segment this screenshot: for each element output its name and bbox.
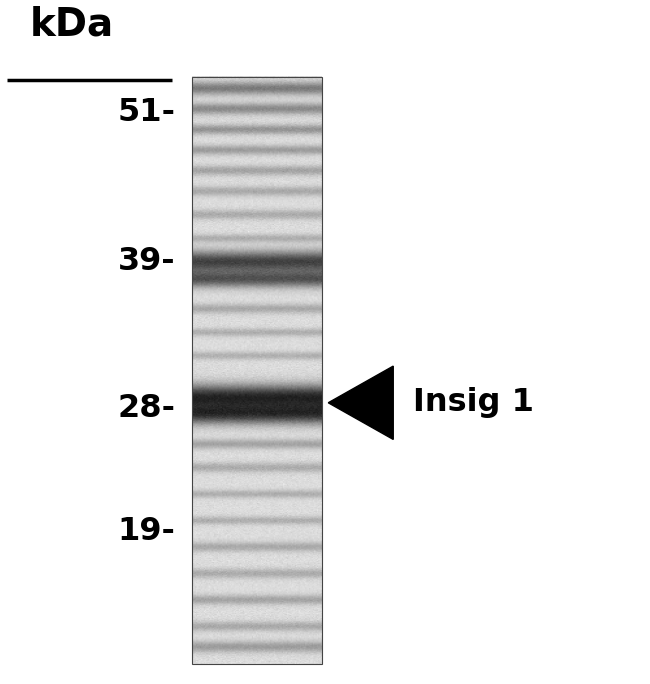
Polygon shape [328,366,393,439]
Text: 28-: 28- [118,393,176,424]
Bar [192,77,322,664]
Text: kDa: kDa [29,5,114,44]
Text: Insig 1: Insig 1 [413,387,534,418]
Text: 19-: 19- [118,516,176,547]
Text: 51-: 51- [118,96,176,128]
Text: 39-: 39- [118,246,176,278]
